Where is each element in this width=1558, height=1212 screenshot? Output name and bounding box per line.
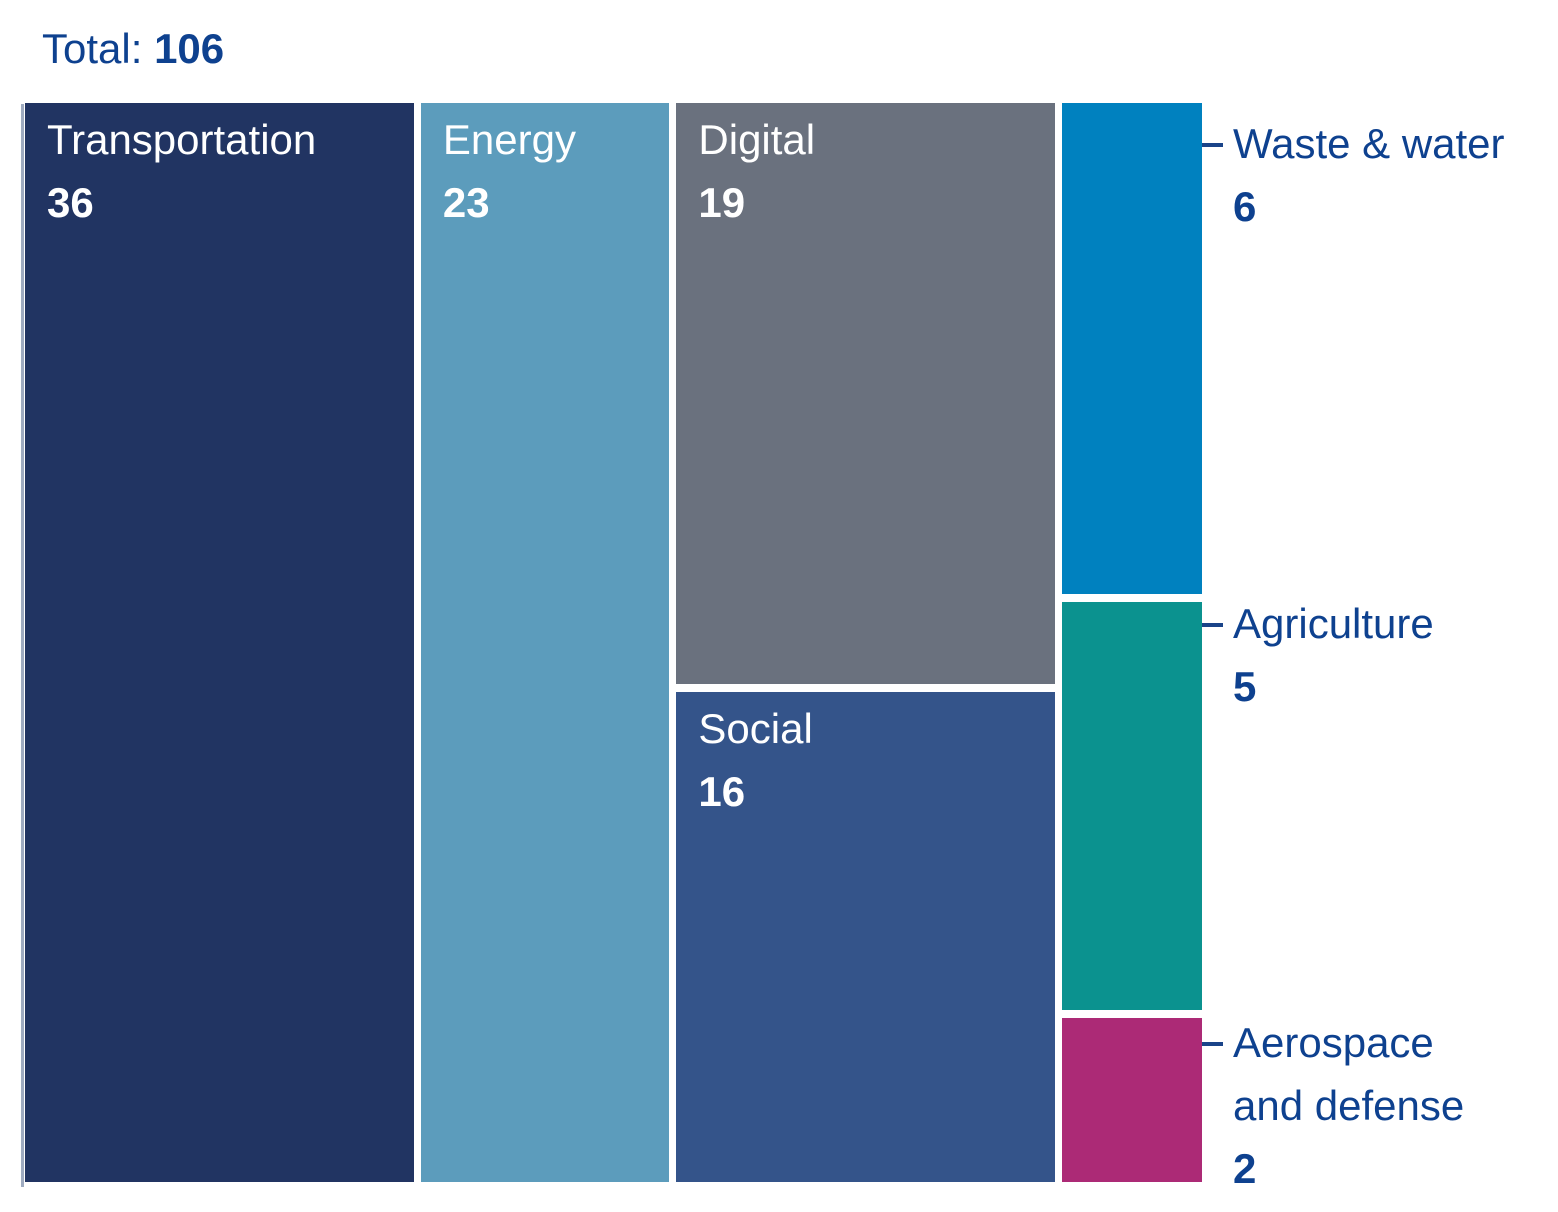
category-name: Aerospace and defense — [1233, 1019, 1465, 1130]
category-value: 6 — [1233, 183, 1257, 230]
block-label: Transportation — [47, 116, 317, 163]
category-label-waste-water: Waste & water 6 — [1233, 112, 1511, 238]
category-name: Agriculture — [1233, 599, 1434, 647]
category-label-agriculture: Agriculture 5 — [1233, 592, 1511, 718]
category-label-aerospace-and-defense: Aerospace and defense 2 — [1233, 1011, 1511, 1200]
block-value: 36 — [47, 179, 94, 226]
block-label: Social — [698, 705, 813, 753]
block-value: 23 — [442, 179, 490, 226]
axis-line — [21, 104, 24, 1187]
treemap-block-agriculture — [1061, 601, 1202, 1011]
treemap-block-energy: Energy 23 — [420, 103, 670, 1182]
category-value: 2 — [1233, 1145, 1257, 1193]
treemap-block-waste-water — [1061, 103, 1202, 594]
treemap-block-social: Social 16 — [676, 692, 1055, 1182]
chart-title: Total: 106 — [42, 17, 224, 80]
total-value: 106 — [154, 25, 225, 72]
treemap-block-transportation: Transportation 36 — [25, 103, 414, 1182]
block-label: Digital — [698, 116, 816, 163]
block-label: Energy — [442, 116, 576, 163]
category-value: 5 — [1233, 662, 1257, 710]
total-label: Total: — [42, 25, 143, 72]
block-value: 16 — [698, 768, 746, 816]
category-name: Waste & water — [1233, 120, 1505, 167]
treemap-block-digital: Digital 19 — [676, 103, 1055, 685]
block-value: 19 — [698, 179, 746, 226]
treemap-block-aerospace-and-defense — [1061, 1018, 1202, 1182]
